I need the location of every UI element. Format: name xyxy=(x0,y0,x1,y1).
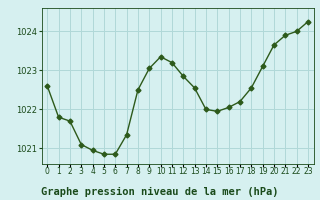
Text: Graphe pression niveau de la mer (hPa): Graphe pression niveau de la mer (hPa) xyxy=(41,187,279,197)
